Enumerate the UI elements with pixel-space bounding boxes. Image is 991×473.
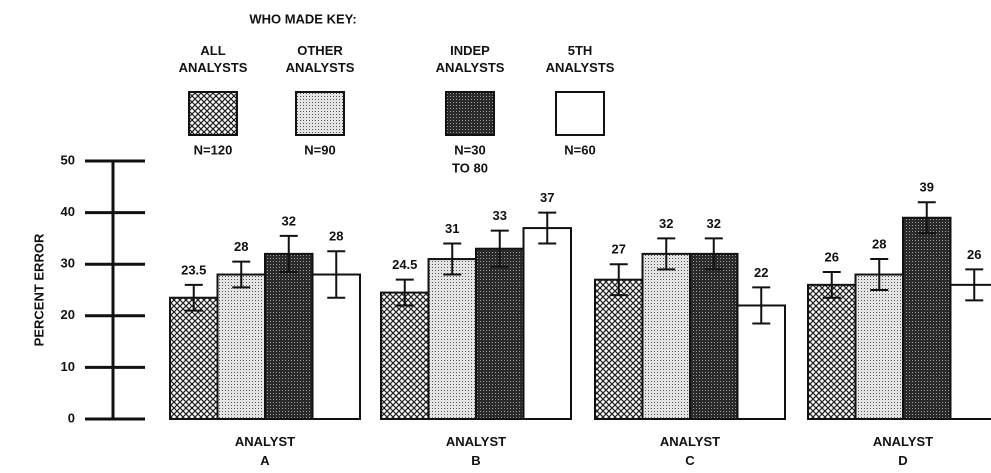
error-bar [538, 211, 557, 245]
bar [641, 252, 691, 420]
legend-n: N=30 [454, 142, 485, 157]
error-bar [870, 258, 889, 291]
bar [689, 252, 739, 420]
value-label: 26 [967, 247, 981, 262]
bar [264, 252, 314, 420]
y-tick-label: 20 [61, 307, 75, 322]
error-bar [279, 234, 298, 273]
bar [380, 291, 430, 420]
legend-label: ALL ANALYSTS [179, 43, 248, 75]
bar [169, 296, 219, 420]
bar [902, 216, 952, 420]
value-label: 28 [329, 229, 343, 244]
bar [522, 227, 572, 420]
value-label: 28 [234, 239, 248, 254]
value-label: 27 [612, 242, 626, 257]
error-bar [917, 201, 936, 235]
legend-label: OTHER ANALYSTS [286, 43, 355, 75]
value-label: 22 [754, 265, 768, 280]
x-tick-label: ANALYST B [446, 434, 506, 468]
y-tick-label: 10 [61, 359, 75, 374]
legend-n: N=90 [304, 142, 335, 157]
bar [807, 283, 857, 420]
error-bar [704, 237, 723, 271]
error-bar [184, 283, 203, 312]
y-axis-label: PERCENT ERROR [31, 233, 46, 346]
error-bar [609, 263, 628, 297]
legend-swatch [188, 91, 238, 136]
legend-label: 5TH ANALYSTS [546, 43, 615, 75]
bar [216, 273, 266, 420]
value-label: 33 [493, 208, 507, 223]
y-tick-label: 50 [61, 152, 75, 167]
value-label: 23.5 [181, 262, 206, 277]
value-label: 32 [659, 216, 673, 231]
legend-swatch [445, 91, 495, 136]
legend-n: N=60 [564, 142, 595, 157]
value-label: 32 [707, 216, 721, 231]
value-label: 32 [282, 213, 296, 228]
value-label: 28 [872, 236, 886, 251]
bar [311, 273, 361, 420]
error-bar [232, 260, 251, 289]
value-label: 37 [540, 190, 554, 205]
y-tick-label: 0 [68, 410, 75, 425]
value-label: 24.5 [392, 257, 417, 272]
legend-title: WHO MADE KEY: [249, 11, 356, 26]
bar [854, 273, 904, 420]
legend-swatch [555, 91, 605, 136]
error-bar [395, 278, 414, 307]
error-bar [752, 286, 771, 325]
error-bar [657, 237, 676, 271]
x-tick-label: ANALYST D [873, 434, 933, 468]
legend-swatch [295, 91, 345, 136]
y-tick-label: 30 [61, 256, 75, 271]
legend-n: TO 80 [452, 160, 488, 175]
error-bar [327, 250, 346, 299]
legend-n: N=120 [194, 142, 233, 157]
bar [949, 283, 991, 420]
bar [475, 247, 525, 420]
bar [427, 258, 477, 421]
x-tick-label: ANALYST C [660, 434, 720, 468]
value-label: 26 [825, 249, 839, 264]
value-label: 31 [445, 221, 459, 236]
error-bar [822, 270, 841, 299]
error-bar [965, 268, 984, 302]
y-tick-label: 40 [61, 204, 75, 219]
error-bar [443, 242, 462, 276]
legend-label: INDEP ANALYSTS [436, 43, 505, 75]
bar [594, 278, 644, 420]
error-bar [490, 229, 509, 268]
x-tick-label: ANALYST A [235, 434, 295, 468]
value-label: 39 [920, 180, 934, 195]
